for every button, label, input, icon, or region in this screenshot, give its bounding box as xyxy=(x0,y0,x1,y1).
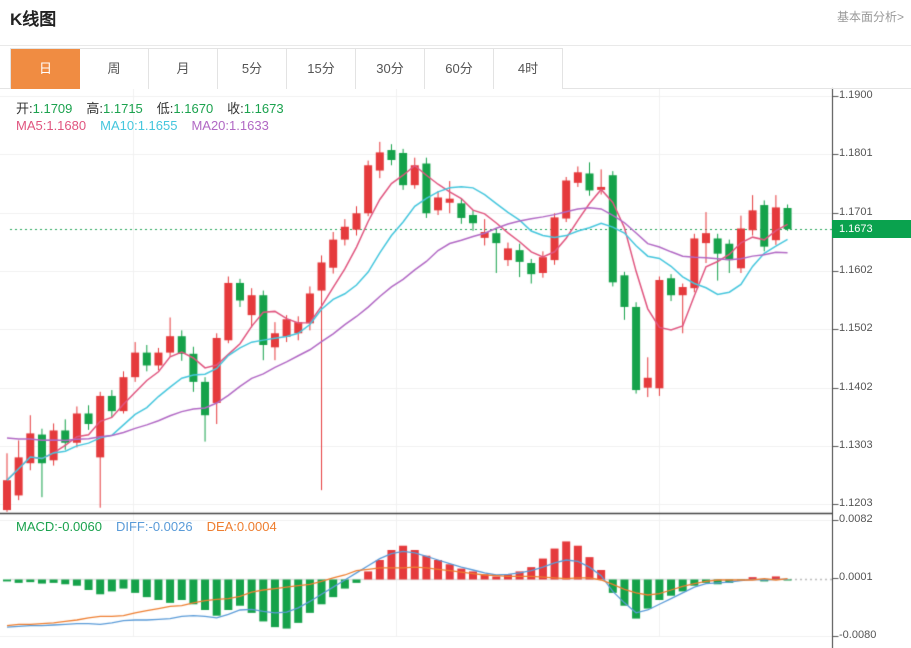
ohlc-readout: 开:1.1709 高:1.1715 低:1.1670 收:1.1673 xyxy=(16,98,298,117)
timeframe-tabbar: 日周月 5分 15分 30分 60分 4时 xyxy=(10,48,563,89)
price-tick-label: 1.1502 xyxy=(839,322,873,335)
price-tick-label: 1.1701 xyxy=(839,205,873,218)
tab-4时[interactable]: 4时 xyxy=(494,49,563,89)
readout-item: 收:1.1673 xyxy=(227,101,284,116)
price-tick-label: 1.1602 xyxy=(839,263,873,276)
readout-item: 开:1.1709 xyxy=(16,101,73,116)
price-tick-label: 1.1900 xyxy=(839,89,873,102)
readout-item: MA10:1.1655 xyxy=(100,118,178,133)
tab-15分[interactable]: 15分 xyxy=(287,49,356,89)
tab-30分[interactable]: 30分 xyxy=(356,49,425,89)
readout-item: MA20:1.1633 xyxy=(191,118,269,133)
readout-item: DIFF:-0.0026 xyxy=(115,519,193,534)
tab-周[interactable]: 周 xyxy=(80,49,149,89)
tab-日[interactable]: 日 xyxy=(11,49,80,89)
macd-readout: MACD:-0.0060 DIFF:-0.0026 DEA:0.0004 xyxy=(16,519,291,534)
price-tick-label: 1.1303 xyxy=(839,438,873,451)
ma-readout: MA5:1.1680 MA10:1.1655 MA20:1.1633 xyxy=(16,118,283,133)
readout-item: 高:1.1715 xyxy=(86,101,143,116)
readout-item: MACD:-0.0060 xyxy=(16,519,102,534)
tab-月[interactable]: 月 xyxy=(149,49,218,89)
price-tick-label: 1.1402 xyxy=(839,380,873,393)
current-price-badge: 1.1673 xyxy=(832,220,911,239)
macd-tick-label: 0.0082 xyxy=(839,513,873,525)
price-tick-label: 1.1203 xyxy=(839,497,873,510)
readout-item: DEA:0.0004 xyxy=(206,519,277,534)
tab-60分[interactable]: 60分 xyxy=(425,49,494,89)
price-tick-label: 1.1801 xyxy=(839,147,873,160)
macd-tick-label: -0.0080 xyxy=(839,628,877,641)
tab-5分[interactable]: 5分 xyxy=(218,49,287,89)
readout-item: 低:1.1670 xyxy=(156,101,214,116)
macd-tick-label: 0.0001 xyxy=(839,570,873,583)
readout-item: MA5:1.1680 xyxy=(16,118,87,133)
